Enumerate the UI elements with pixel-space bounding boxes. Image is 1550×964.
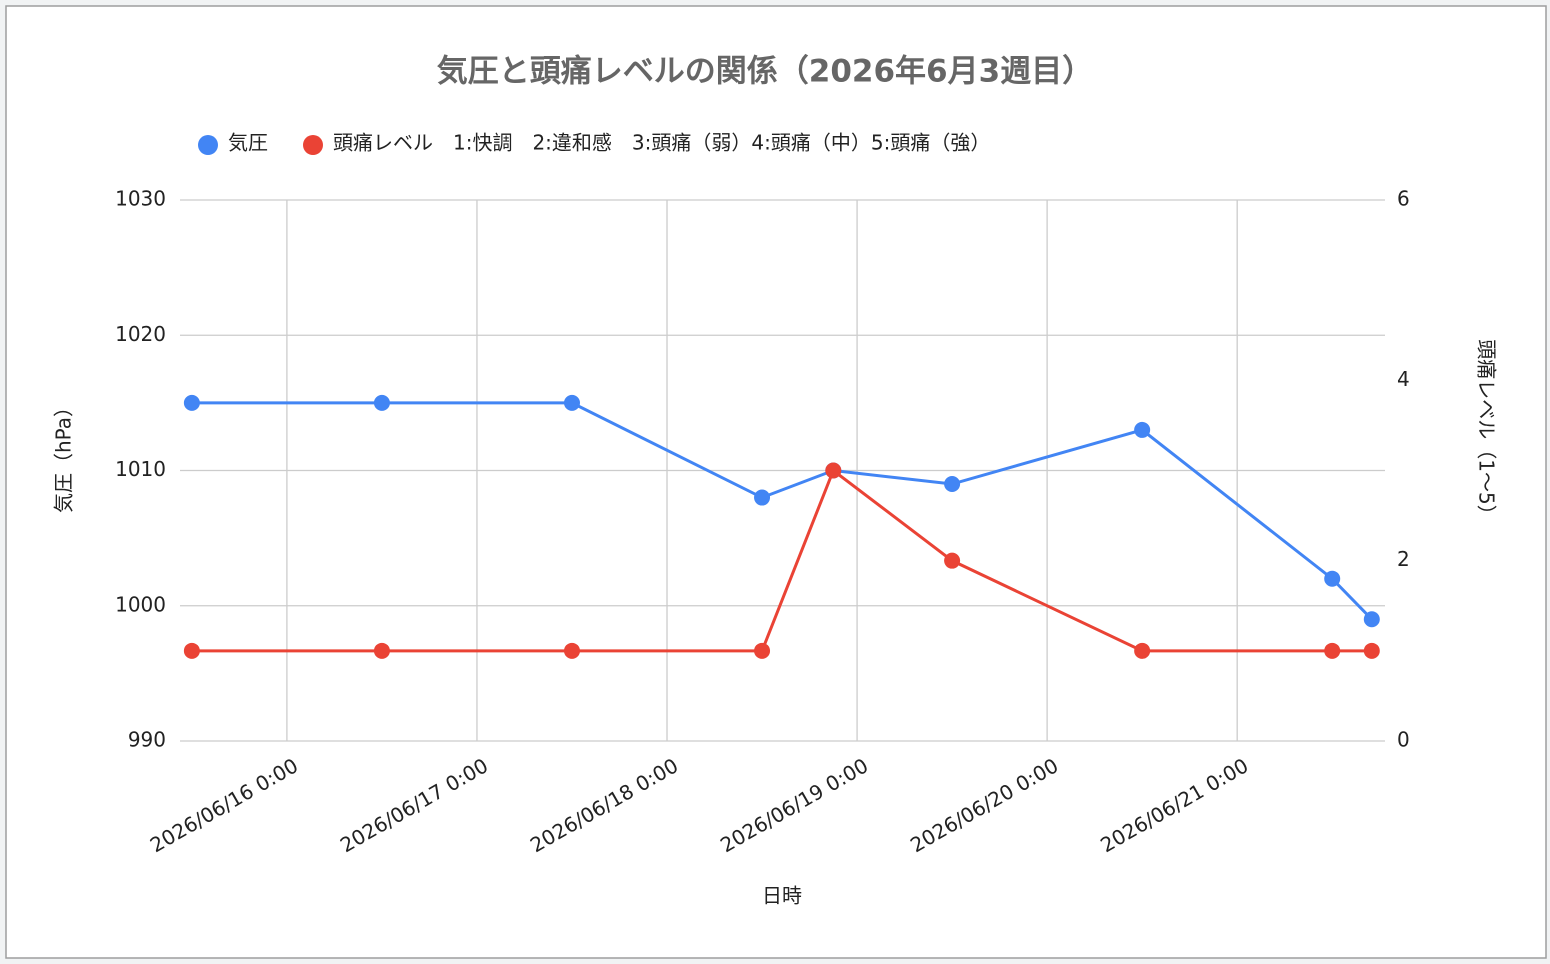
y-tick-label: 1020 — [115, 322, 166, 346]
data-point — [183, 394, 200, 411]
data-point — [1363, 642, 1380, 659]
y2-axis-title: 頭痛レベル（1〜5） — [1475, 339, 1499, 524]
data-point — [944, 552, 961, 569]
data-point — [944, 476, 961, 493]
data-point — [754, 489, 771, 506]
data-point — [183, 642, 200, 659]
y-axis-title: 気圧（hPa） — [52, 397, 76, 513]
data-point — [1324, 642, 1341, 659]
y-tick-label: 1030 — [115, 187, 166, 211]
y-tick-label: 990 — [128, 728, 166, 752]
data-point — [373, 394, 390, 411]
legend-marker — [198, 135, 218, 155]
y2-tick-label: 6 — [1397, 187, 1410, 211]
chart-frame — [5, 5, 1547, 959]
legend-label: 頭痛レベル 1:快調 2:違和感 3:頭痛（弱）4:頭痛（中）5:頭痛（強） — [333, 131, 990, 155]
y-tick-label: 1000 — [115, 592, 166, 616]
legend-marker — [303, 135, 323, 155]
data-point — [1324, 570, 1341, 587]
data-point — [563, 642, 580, 659]
legend-label: 気圧 — [228, 131, 268, 155]
y2-tick-label: 2 — [1397, 547, 1410, 571]
data-point — [373, 642, 390, 659]
data-point — [825, 462, 842, 479]
y2-tick-label: 4 — [1397, 367, 1410, 391]
y-tick-label: 1010 — [115, 457, 166, 481]
y2-tick-label: 0 — [1397, 728, 1410, 752]
data-point — [563, 394, 580, 411]
data-point — [754, 642, 771, 659]
data-point — [1363, 611, 1380, 628]
x-axis-title: 日時 — [762, 884, 802, 908]
data-point — [1134, 421, 1151, 438]
data-point — [1134, 642, 1151, 659]
chart-title: 気圧と頭痛レベルの関係（2026年6月3週目） — [437, 54, 1093, 90]
